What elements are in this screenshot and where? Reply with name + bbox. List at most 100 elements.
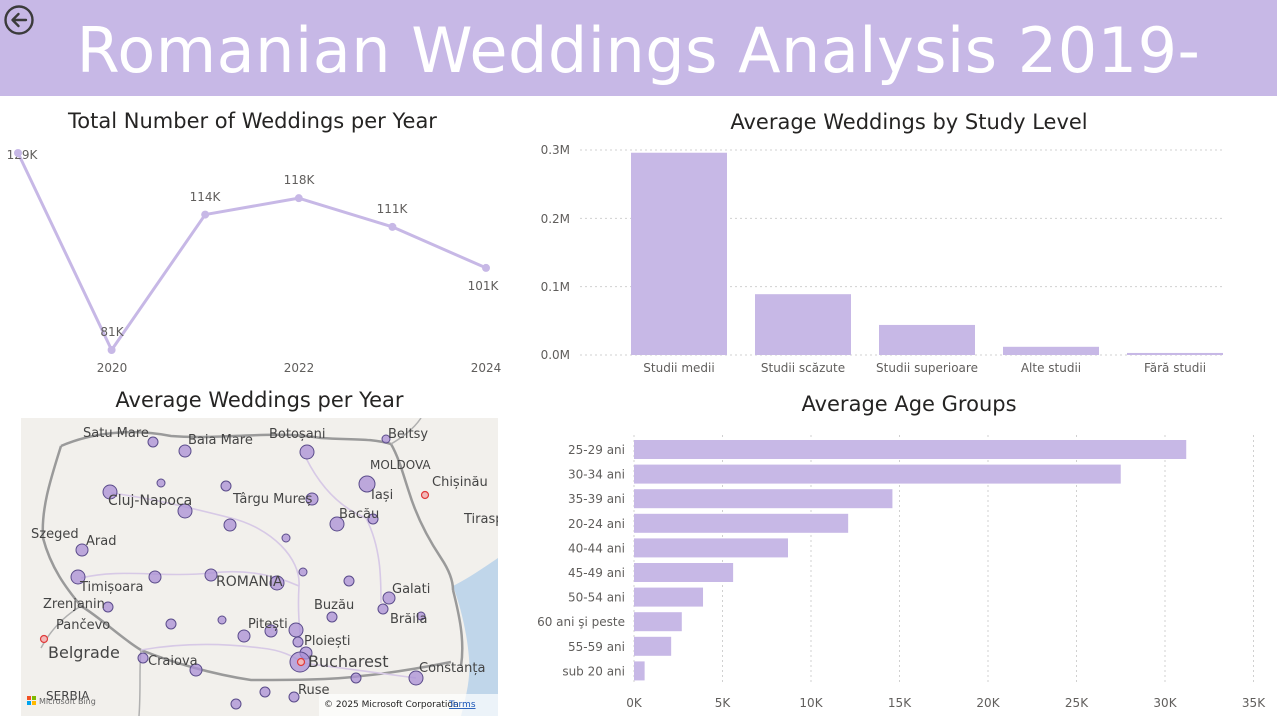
map-bubble[interactable] bbox=[305, 492, 319, 506]
map-label: Pitești bbox=[248, 617, 288, 632]
map-bubble[interactable] bbox=[177, 503, 193, 519]
bubble-map[interactable]: Satu Mare Baia Mare Botoșani Beltsy MOLD… bbox=[21, 418, 498, 716]
map-terms-link[interactable]: Terms bbox=[448, 700, 476, 710]
map-bubble[interactable] bbox=[288, 622, 304, 638]
map-label: Bucharest bbox=[308, 652, 389, 671]
series-line bbox=[16, 152, 487, 352]
map-bubble[interactable] bbox=[230, 698, 242, 710]
map-bubble[interactable] bbox=[189, 663, 203, 677]
map-bubble[interactable] bbox=[299, 444, 315, 460]
map-bubble[interactable] bbox=[358, 475, 376, 493]
bar[interactable] bbox=[1127, 352, 1223, 355]
map-label: Arad bbox=[86, 534, 116, 549]
x-tick-label: 35K bbox=[1242, 696, 1266, 710]
map-bubble[interactable] bbox=[326, 611, 338, 623]
data-point[interactable] bbox=[14, 149, 22, 157]
data-label: 101K bbox=[468, 279, 500, 293]
bar[interactable] bbox=[634, 513, 849, 533]
category-label: 35-39 ani bbox=[568, 492, 625, 506]
data-label: 114K bbox=[190, 190, 222, 204]
data-point[interactable] bbox=[107, 346, 116, 354]
map-label: Timișoara bbox=[79, 580, 143, 595]
map-bubble[interactable] bbox=[281, 533, 291, 543]
hbar-chart-title: Average Age Groups bbox=[801, 392, 1017, 416]
category-label: 30-34 ani bbox=[568, 468, 625, 482]
bar[interactable] bbox=[631, 152, 727, 355]
bar[interactable] bbox=[634, 489, 893, 509]
map-bubble[interactable] bbox=[147, 436, 159, 448]
category-label: Alte studii bbox=[1021, 361, 1081, 375]
location-marker-icon bbox=[39, 634, 49, 644]
category-label: 25-29 ani bbox=[568, 443, 625, 457]
bar[interactable] bbox=[634, 464, 1121, 484]
map-copyright: © 2025 Microsoft Corporation bbox=[324, 700, 459, 710]
map-bubble[interactable] bbox=[217, 615, 227, 625]
data-label: 81K bbox=[100, 325, 124, 339]
map-bubble[interactable] bbox=[367, 513, 379, 525]
map-label: Ploiești bbox=[304, 634, 351, 649]
map-bubble[interactable] bbox=[204, 568, 218, 582]
map-bubble[interactable] bbox=[148, 570, 162, 584]
map-bubble[interactable] bbox=[377, 603, 389, 615]
map-bubble[interactable] bbox=[102, 601, 114, 613]
data-point[interactable] bbox=[482, 263, 490, 272]
map-label: Zrenjanin bbox=[43, 597, 105, 612]
map-bubble[interactable] bbox=[156, 478, 166, 488]
data-label: 111K bbox=[377, 202, 409, 216]
map-bubble[interactable] bbox=[343, 575, 355, 587]
map-bubble[interactable] bbox=[220, 480, 232, 492]
map-label: Constanța bbox=[419, 661, 485, 676]
bar[interactable] bbox=[879, 324, 975, 355]
map-bubble[interactable] bbox=[381, 434, 391, 444]
map-bubble[interactable] bbox=[298, 567, 308, 577]
category-label: Fără studii bbox=[1144, 361, 1206, 375]
category-label: 45-49 ani bbox=[568, 566, 625, 580]
bar[interactable] bbox=[634, 636, 672, 656]
x-tick-label: 25K bbox=[1065, 696, 1089, 710]
category-label: 60 ani şi peste bbox=[537, 615, 625, 629]
bar[interactable] bbox=[634, 440, 1187, 459]
location-marker-icon bbox=[420, 490, 430, 500]
data-point[interactable] bbox=[388, 222, 397, 231]
y-tick-label: 0.1M bbox=[541, 280, 570, 294]
map-bubble[interactable] bbox=[329, 516, 345, 532]
bar[interactable] bbox=[634, 538, 788, 558]
map-label: Buzău bbox=[314, 598, 354, 613]
map-bubble[interactable] bbox=[165, 618, 177, 630]
map-bubble[interactable] bbox=[259, 686, 271, 698]
bar[interactable] bbox=[755, 294, 851, 355]
map-bubble[interactable] bbox=[416, 611, 426, 621]
bar[interactable] bbox=[634, 587, 704, 607]
bar[interactable] bbox=[634, 612, 682, 632]
map-bubble[interactable] bbox=[237, 629, 251, 643]
map-bubble[interactable] bbox=[70, 569, 86, 585]
map-bubble[interactable] bbox=[178, 444, 192, 458]
map-bubble[interactable] bbox=[269, 575, 285, 591]
map-bubble[interactable] bbox=[223, 518, 237, 532]
x-tick-label: 30K bbox=[1153, 696, 1177, 710]
map-bubble[interactable] bbox=[350, 672, 362, 684]
map-bubble[interactable] bbox=[137, 652, 149, 664]
map-bubble[interactable] bbox=[408, 670, 424, 686]
bar[interactable] bbox=[634, 563, 734, 582]
arrow-left-circle-icon[interactable] bbox=[3, 4, 35, 36]
map-label: MOLDOVA bbox=[370, 458, 431, 472]
map-label: Brăila bbox=[390, 612, 427, 627]
category-label: Studii scăzute bbox=[761, 361, 845, 375]
bing-logo-text: Microsoft Bing bbox=[39, 697, 96, 706]
map-bubble[interactable] bbox=[102, 484, 118, 500]
map-bubble[interactable] bbox=[382, 591, 396, 605]
map-bubble[interactable] bbox=[288, 691, 300, 703]
map-bubble[interactable] bbox=[75, 543, 89, 557]
map-label: Tirasp bbox=[463, 512, 498, 527]
bar[interactable] bbox=[634, 661, 645, 681]
map-bubble[interactable] bbox=[264, 624, 278, 638]
bar[interactable] bbox=[1003, 346, 1099, 355]
map-bubble[interactable] bbox=[292, 636, 304, 648]
location-marker-icon bbox=[296, 657, 306, 667]
map-canvas[interactable]: Satu Mare Baia Mare Botoșani Beltsy MOLD… bbox=[21, 418, 498, 716]
page-title: Romanian Weddings Analysis 2019-2024 bbox=[76, 14, 1201, 177]
data-point[interactable] bbox=[201, 210, 210, 219]
map-label: Pančevo bbox=[56, 618, 110, 633]
data-point[interactable] bbox=[294, 194, 303, 203]
